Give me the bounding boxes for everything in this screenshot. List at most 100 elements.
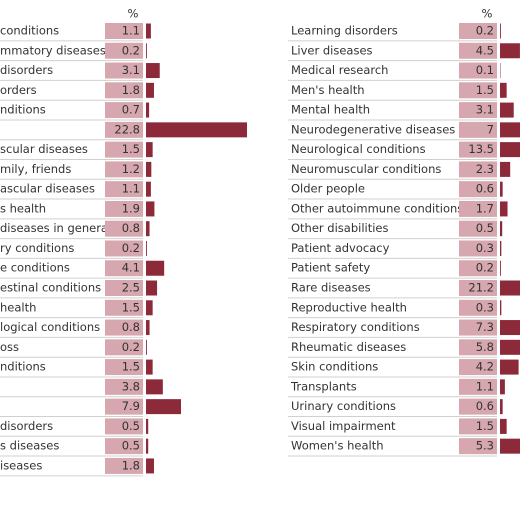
value-label: 3.8 (122, 379, 140, 393)
value-box (105, 280, 143, 297)
row-label: logical conditions (0, 320, 100, 334)
row-label: Learning disorders (291, 24, 398, 38)
row-label: Rheumatic diseases (291, 340, 406, 354)
value-box (459, 200, 497, 217)
bar (500, 280, 520, 296)
bar (500, 221, 503, 237)
row-label: Patient advocacy (291, 241, 390, 255)
value-label: 13.5 (468, 142, 494, 156)
value-label: 3.1 (476, 103, 494, 117)
bar (500, 240, 502, 256)
value-label: 1.8 (122, 458, 140, 472)
row-label: Neuromuscular conditions (291, 162, 441, 176)
value-label: 1.9 (122, 201, 140, 215)
bar (500, 379, 505, 395)
value-label: 5.8 (476, 340, 494, 354)
bar (500, 359, 519, 375)
row-label: Reproductive health (291, 300, 407, 314)
value-box (105, 42, 143, 59)
value-box (105, 319, 143, 336)
row-label: s health (0, 201, 46, 215)
bar (146, 142, 153, 158)
bar (146, 280, 158, 296)
value-label: 1.8 (122, 83, 140, 97)
bar (500, 161, 511, 177)
value-box (105, 359, 143, 376)
bar (500, 181, 503, 197)
value-label: 22.8 (114, 122, 140, 136)
row-label: Transplants (290, 379, 357, 393)
row-label: mily, friends (0, 162, 71, 176)
value-box (105, 220, 143, 237)
bar (146, 320, 150, 336)
value-box (105, 141, 143, 158)
value-label: 0.6 (476, 182, 494, 196)
row-label: Older people (291, 182, 365, 196)
value-label: 0.2 (122, 241, 140, 255)
bar (500, 122, 520, 138)
bar (500, 201, 508, 217)
value-label: 0.7 (122, 103, 140, 117)
row-label: Men's health (291, 83, 365, 97)
column-header: % (482, 7, 493, 21)
row-label: Skin conditions (291, 360, 378, 374)
row-label: ascular diseases (0, 182, 95, 196)
value-box (459, 260, 497, 277)
row-label: disorders (0, 419, 53, 433)
value-box (459, 121, 497, 138)
value-box (105, 378, 143, 395)
value-label: 4.1 (122, 261, 140, 275)
bar (146, 379, 163, 395)
value-box (459, 398, 497, 415)
bar (500, 320, 520, 336)
value-box (105, 398, 143, 415)
value-label: 0.3 (476, 241, 494, 255)
bar (500, 102, 514, 118)
row-label: health (0, 300, 36, 314)
row-label: Respiratory conditions (291, 320, 420, 334)
row-label: mmatory diseases (0, 43, 106, 57)
value-label: 2.3 (476, 162, 494, 176)
value-label: 21.2 (468, 281, 494, 295)
row-label: Other autoimmune conditions (291, 201, 463, 215)
bar (146, 43, 147, 59)
row-label: conditions (0, 24, 59, 38)
row-label: orders (0, 83, 37, 97)
value-box (459, 181, 497, 198)
value-label: 0.5 (122, 419, 140, 433)
bar (146, 438, 149, 454)
value-box (105, 102, 143, 119)
row-label: estinal conditions (0, 281, 101, 295)
value-label: 5.3 (476, 439, 494, 453)
value-box (459, 42, 497, 59)
value-label: 1.7 (476, 201, 494, 215)
bar (500, 339, 520, 355)
row-label: Other disabilities (291, 221, 389, 235)
row-label: scular diseases (0, 142, 88, 156)
value-label: 7.9 (122, 399, 140, 413)
value-box (105, 62, 143, 79)
value-label: 7 (487, 122, 494, 136)
value-label: 1.5 (476, 83, 494, 97)
bar (146, 458, 154, 474)
value-box (459, 438, 497, 455)
value-box (105, 161, 143, 178)
value-label: 0.2 (122, 340, 140, 354)
value-box (459, 240, 497, 257)
value-box (105, 260, 143, 277)
value-box (459, 82, 497, 99)
bar (146, 122, 248, 138)
value-box (105, 200, 143, 217)
value-box (459, 418, 497, 435)
row-label: Neurodegenerative diseases (291, 122, 455, 136)
value-box (459, 299, 497, 316)
value-label: 4.5 (476, 43, 494, 57)
value-box (105, 121, 143, 138)
value-box (459, 319, 497, 336)
value-label: 1.1 (122, 182, 140, 196)
value-box (459, 23, 497, 39)
row-label: nditions (0, 103, 46, 117)
row-label: Mental health (291, 103, 370, 117)
value-box (105, 339, 143, 356)
